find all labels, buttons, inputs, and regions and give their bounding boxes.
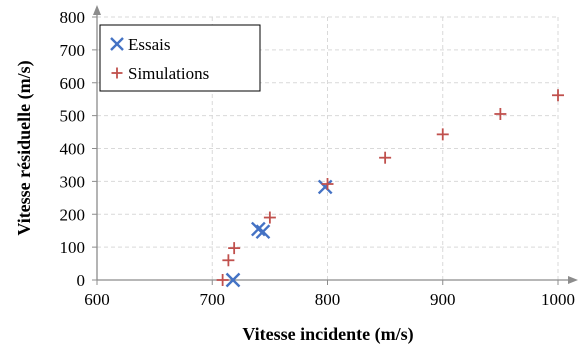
y-tick-label: 700 (60, 41, 86, 60)
essais-point (251, 221, 266, 237)
x-axis-title: Vitesse incidente (m/s) (242, 324, 413, 345)
simulations-point (222, 254, 235, 267)
y-tick-label: 0 (77, 271, 86, 290)
x-tick-label: 800 (315, 290, 341, 309)
legend: Essais Simulations (99, 24, 261, 92)
simulations-point (216, 274, 229, 286)
y-tick-label: 400 (60, 140, 86, 159)
legend-label-essais: Essais (128, 35, 171, 54)
y-tick-label: 500 (60, 107, 86, 126)
y-axis-arrow (93, 5, 101, 15)
y-tick-label: 200 (60, 205, 86, 224)
simulations-point (228, 242, 241, 255)
legend-marker-essais (110, 37, 124, 51)
tick-labels: 600 700 800 900 1000 0 100 200 300 400 500 600 700 80… (60, 8, 576, 309)
simulations-point (552, 89, 564, 102)
x-axis-arrow (568, 276, 578, 284)
y-axis-title: Vitesse résiduelle (m/s) (14, 60, 35, 235)
x-tick-label: 600 (84, 290, 110, 309)
y-tick-label: 800 (60, 8, 86, 27)
legend-marker-simulations (111, 67, 123, 79)
x-tick-label: 1000 (541, 290, 575, 309)
axes (92, 5, 578, 285)
legend-label-simulations: Simulations (128, 64, 209, 83)
legend-box (99, 24, 261, 92)
data-marks (216, 89, 564, 288)
simulations-point (436, 128, 449, 141)
x-tick-label: 700 (200, 290, 226, 309)
simulations-point (263, 211, 276, 224)
y-tick-label: 300 (60, 172, 86, 191)
simulations-point (494, 107, 507, 120)
essais-point (225, 272, 241, 288)
y-tick-label: 600 (60, 74, 86, 93)
x-tick-label: 900 (430, 290, 456, 309)
essais-point (317, 179, 333, 195)
simulations-point (379, 151, 392, 164)
simulations-point (321, 178, 334, 191)
essais-point (255, 224, 271, 240)
y-tick-label: 100 (60, 238, 86, 257)
